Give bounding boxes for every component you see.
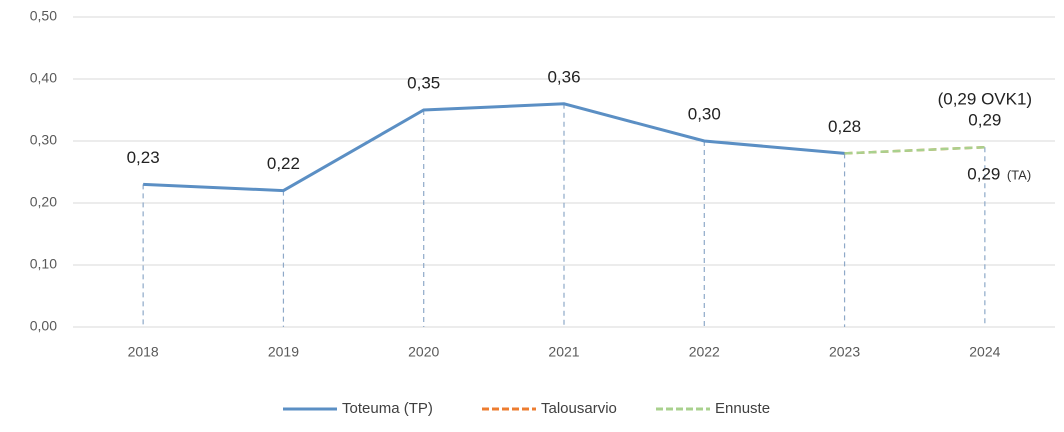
y-tick-label: 0,40 — [30, 70, 57, 86]
legend-label: Talousarvio — [541, 400, 617, 417]
annotation: (TA) — [1007, 168, 1031, 183]
y-tick-label: 0,00 — [30, 318, 57, 334]
x-tick-label: 2024 — [969, 344, 1000, 360]
legend-label: Ennuste — [715, 400, 770, 417]
x-tick-label: 2022 — [689, 344, 720, 360]
x-tick-label: 2018 — [128, 344, 159, 360]
x-tick-label: 2019 — [268, 344, 299, 360]
line-1 — [844, 145, 985, 155]
y-tick-label: 0,20 — [30, 194, 57, 210]
data-label: 0,22 — [267, 154, 300, 173]
data-label: 0,23 — [127, 148, 160, 167]
line-0 — [143, 102, 845, 193]
y-tick-label: 0,10 — [30, 256, 57, 272]
data-label: 0,29 — [968, 111, 1001, 130]
line-2 — [844, 145, 985, 155]
data-label: 0,28 — [828, 117, 861, 136]
data-label: 0,29 — [967, 165, 1000, 184]
data-label: 0,36 — [547, 67, 580, 86]
y-tick-label: 0,30 — [30, 132, 57, 148]
x-tick-label: 2021 — [548, 344, 579, 360]
data-label: 0,35 — [407, 73, 440, 92]
legend-label: Toteuma (TP) — [342, 400, 433, 417]
y-tick-label: 0,50 — [30, 8, 57, 24]
data-label: 0,30 — [688, 104, 721, 123]
annotation: (0,29 OVK1) — [938, 89, 1033, 108]
x-tick-label: 2023 — [829, 344, 860, 360]
x-tick-label: 2020 — [408, 344, 439, 360]
